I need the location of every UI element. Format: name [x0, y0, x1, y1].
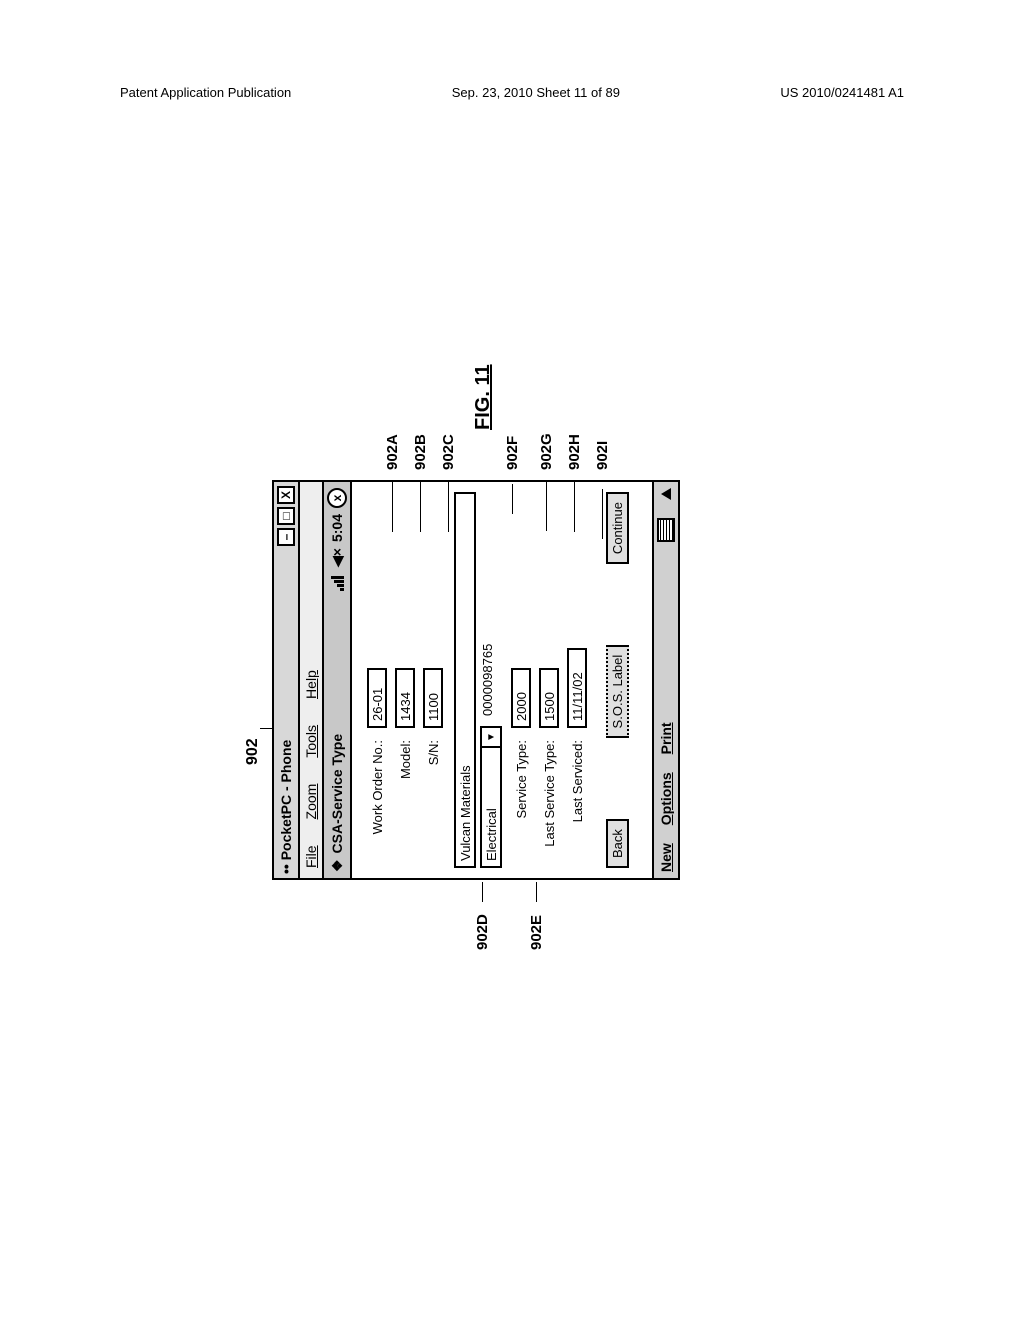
customer-input[interactable]: Vulcan Materials: [454, 492, 476, 868]
emulator-title: ••: [278, 860, 294, 874]
minimize-button[interactable]: –: [277, 528, 295, 546]
window-controls: – □ X: [277, 486, 295, 546]
row-work-order: Work Order No.: 26-01: [366, 492, 388, 868]
label-last-serviced: Last Serviced:: [570, 728, 585, 868]
device-titlebar: ❖ CSA-Service Type ◀× 5:04 x: [324, 482, 352, 878]
category-row: Electrical ▼ 0000098765: [480, 492, 502, 868]
figure-wrapper: 902 902A 902B 902C 902F 902G 902H 902I 9…: [272, 480, 680, 880]
id-value[interactable]: 0000098765: [480, 586, 502, 716]
menu-zoom[interactable]: Zoom: [303, 784, 319, 820]
menu-file[interactable]: File: [303, 845, 319, 868]
label-work-order: Work Order No.:: [370, 728, 385, 868]
value-last-serviced[interactable]: 11/11/02: [567, 648, 587, 728]
header-right: US 2010/0241481 A1: [780, 85, 904, 100]
close-button[interactable]: X: [277, 486, 295, 504]
button-row: Back S.O.S. Label Continue: [606, 492, 629, 868]
figure-caption: FIG. 11: [472, 364, 495, 430]
callout-902H: 902H: [566, 434, 583, 470]
dropdown-icon[interactable]: ▼: [480, 726, 502, 748]
page-header: Patent Application Publication Sep. 23, …: [0, 85, 1024, 100]
maximize-button[interactable]: □: [277, 507, 295, 525]
menu-bar: File Zoom Tools Help: [300, 482, 324, 878]
emulator-titlebar[interactable]: •• PocketPC - Phone – □ X: [274, 482, 300, 878]
row-model: Model: 1434: [394, 492, 416, 868]
form-area: Work Order No.: 26-01 Model: 1434 S/N: 1…: [352, 482, 652, 878]
volume-icon[interactable]: ◀×: [329, 548, 346, 567]
callout-902B: 902B: [412, 434, 429, 470]
label-service-type: Service Type:: [514, 728, 529, 868]
callout-902I: 902I: [594, 441, 611, 470]
sos-label-button[interactable]: S.O.S. Label: [606, 645, 629, 739]
emulator-title-text: PocketPC - Phone: [278, 740, 294, 861]
start-icon[interactable]: ❖: [329, 859, 346, 872]
row-last-service-type: Last Service Type: 1500: [538, 492, 560, 868]
continue-button[interactable]: Continue: [606, 492, 629, 564]
arrow-up-icon[interactable]: [661, 488, 671, 500]
row-sn: S/N: 1100: [422, 492, 444, 868]
label-last-service-type: Last Service Type:: [542, 728, 557, 868]
callout-902A: 902A: [384, 434, 401, 470]
app-title: CSA-Service Type: [329, 597, 345, 853]
row-last-serviced: Last Serviced: 11/11/02: [566, 492, 588, 868]
value-model[interactable]: 1434: [395, 668, 415, 728]
value-work-order[interactable]: 26-01: [367, 668, 387, 728]
category-select[interactable]: Electrical: [480, 748, 502, 868]
value-sn[interactable]: 1100: [423, 668, 443, 728]
value-service-type[interactable]: 2000: [511, 668, 531, 728]
bottombar-options[interactable]: Options: [658, 772, 674, 825]
header-center: Sep. 23, 2010 Sheet 11 of 89: [452, 85, 620, 100]
callout-902F: 902F: [504, 436, 521, 470]
label-sn: S/N:: [426, 728, 441, 868]
app-close-button[interactable]: x: [327, 488, 347, 508]
keyboard-icon[interactable]: [657, 518, 675, 542]
signal-icon: [330, 573, 344, 591]
rotated-figure-region: FIG. 11 902 902A 902B 902C 902F 902G 902…: [272, 340, 752, 1020]
header-left: Patent Application Publication: [120, 85, 291, 100]
callout-902G: 902G: [538, 433, 555, 470]
bottombar-print[interactable]: Print: [658, 722, 674, 754]
label-model: Model:: [398, 728, 413, 868]
bottombar-new[interactable]: New: [658, 843, 674, 872]
emulator-window: •• PocketPC - Phone – □ X File Zoom Tool…: [272, 480, 680, 880]
callout-902C: 902C: [440, 434, 457, 470]
callout-902D: 902D: [474, 914, 491, 950]
callout-902: 902: [244, 738, 262, 765]
menu-tools[interactable]: Tools: [303, 725, 319, 758]
menu-help[interactable]: Help: [303, 670, 319, 699]
row-service-type: Service Type: 2000: [510, 492, 532, 868]
clock-time: 5:04: [329, 514, 345, 542]
value-last-service-type[interactable]: 1500: [539, 668, 559, 728]
callout-902E: 902E: [528, 915, 545, 950]
bottom-bar: New Options Print: [652, 482, 678, 878]
back-button[interactable]: Back: [606, 819, 629, 868]
